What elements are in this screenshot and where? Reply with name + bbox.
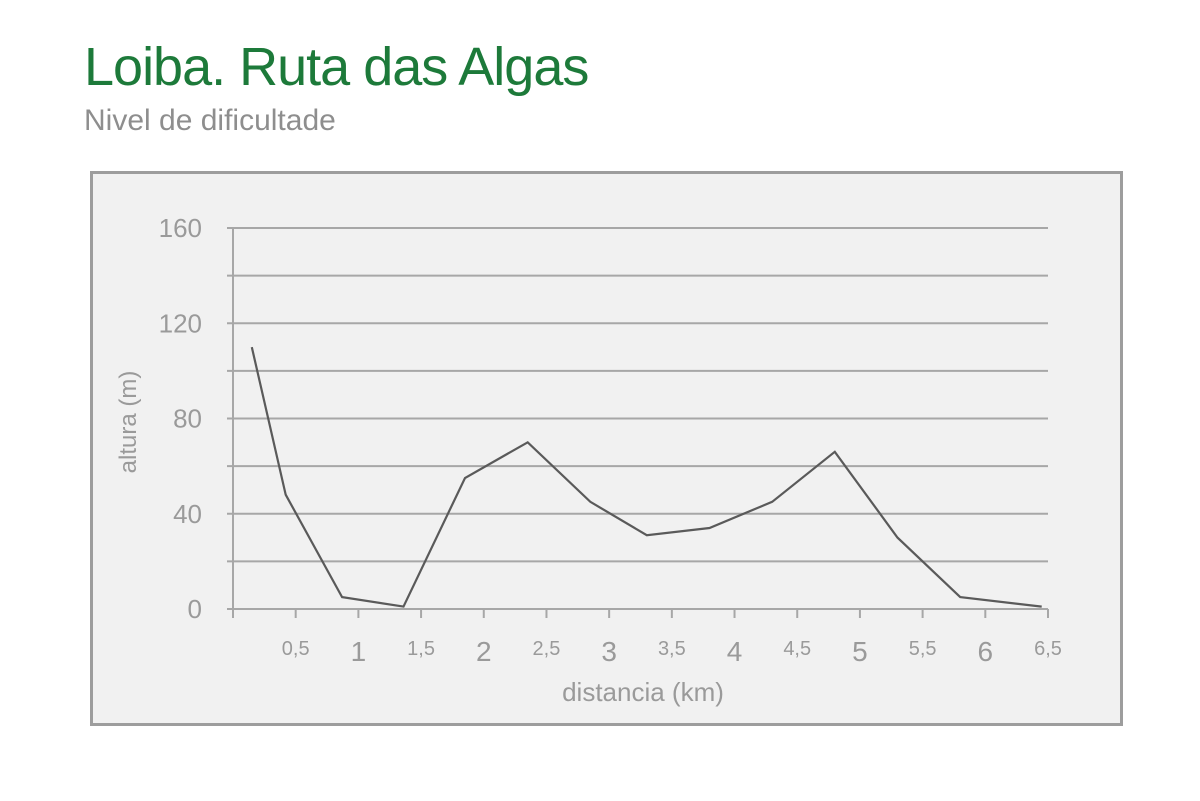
chart-panel: 0 40 80 120 160 0,5 1 1,5 2 2,5 3 3,5 4 4,5 5 5,5 6 6,5 di…: [90, 171, 1123, 726]
y-tick-label: 80: [173, 404, 202, 434]
x-tick-label: 1: [351, 636, 367, 667]
x-tick-label: 1,5: [407, 638, 435, 660]
x-tick-label: 6: [978, 636, 994, 667]
x-tick-label: 2: [476, 636, 492, 667]
x-tick-label: 5: [852, 636, 868, 667]
y-tick-label: 160: [159, 213, 202, 243]
x-tick-label: 6,5: [1034, 638, 1062, 660]
x-tick-label: 4,5: [783, 638, 811, 660]
x-axis-label: distancia (km): [562, 677, 724, 707]
page-title: Loiba. Ruta das Algas: [84, 37, 589, 97]
x-tick-label: 0,5: [282, 638, 310, 660]
x-tick-label: 4: [727, 636, 743, 667]
x-tick-label: 3,5: [658, 638, 686, 660]
y-tick-label: 0: [188, 594, 202, 624]
y-axis-label: altura (m): [115, 371, 142, 474]
page-subtitle: Nivel de dificultade: [84, 104, 336, 137]
y-tick-label: 40: [173, 499, 202, 529]
y-tick-label: 120: [159, 308, 202, 338]
elevation-line: [250, 346, 1042, 608]
x-tick-label: 3: [601, 636, 617, 667]
elevation-chart: 0 40 80 120 160 0,5 1 1,5 2 2,5 3 3,5 4 4,5 5 5,5 6 6,5 di…: [115, 213, 1062, 707]
x-tick-label: 2,5: [533, 638, 561, 660]
x-tick-label: 5,5: [909, 638, 937, 660]
